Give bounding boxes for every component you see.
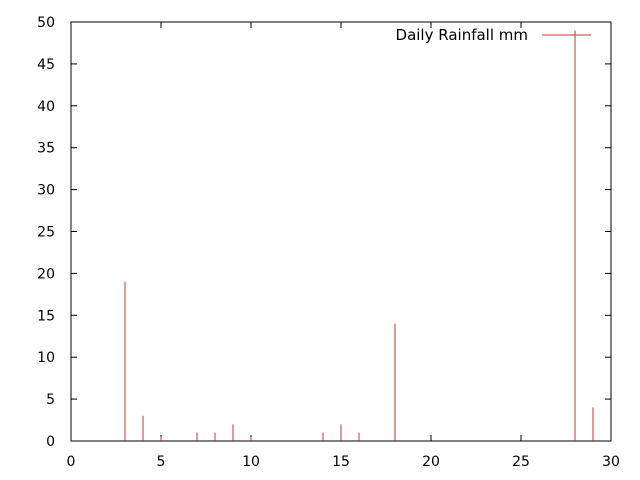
rainfall-impulses xyxy=(124,30,594,441)
y-tick-label: 30 xyxy=(37,183,55,199)
y-tick-label: 35 xyxy=(37,141,55,157)
plot-frame xyxy=(70,21,612,442)
y-tick-label: 15 xyxy=(37,308,55,324)
x-tick-label: 5 xyxy=(157,454,166,470)
x-tick-label: 0 xyxy=(67,454,76,470)
y-tick-label: 10 xyxy=(37,350,55,366)
x-tick-label: 15 xyxy=(332,454,350,470)
y-tick-label: 0 xyxy=(46,434,55,450)
legend-label: Daily Rainfall mm xyxy=(396,26,528,44)
x-tick-label: 10 xyxy=(242,454,260,470)
x-tick-label: 20 xyxy=(422,454,440,470)
y-tick-label: 45 xyxy=(37,57,55,73)
axis-ticks xyxy=(70,21,612,442)
axis-tick-labels: 0 5 10 15 20 25 30 0 5 10 15 20 25 30 35 40 45 50 xyxy=(37,15,620,470)
x-tick-label: 25 xyxy=(512,454,530,470)
legend: Daily Rainfall mm xyxy=(396,26,591,44)
y-tick-label: 20 xyxy=(37,266,55,282)
y-tick-label: 25 xyxy=(37,225,55,241)
y-tick-label: 5 xyxy=(46,392,55,408)
x-tick-label: 30 xyxy=(602,454,620,470)
y-tick-label: 50 xyxy=(37,15,55,31)
y-tick-label: 40 xyxy=(37,99,55,115)
